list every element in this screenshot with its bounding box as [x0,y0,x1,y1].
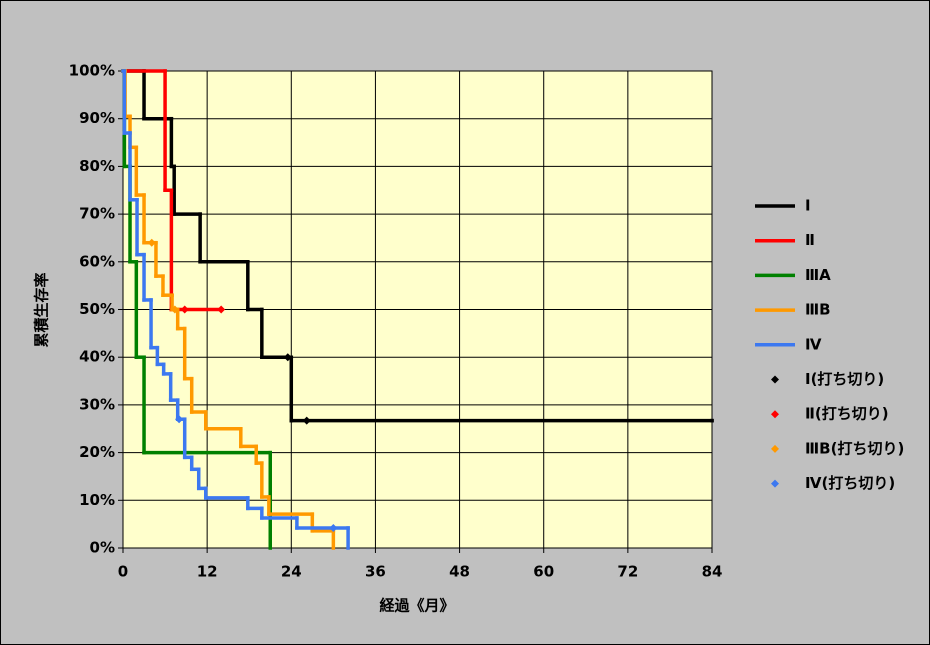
censor-marker [329,523,338,532]
plot-border [122,70,713,549]
x-tick-label: 24 [281,563,302,581]
y-tick-label: 30% [79,395,115,413]
x-axis-label: 経過《月》 [379,597,454,615]
y-axis-label: 累積生存率 [33,272,51,347]
y-tick-label: 90% [79,109,115,127]
legend-label: Ⅰ [805,197,811,215]
legend-label: Ⅱ [805,231,815,249]
x-tick-label: 84 [702,563,723,581]
legend-label: Ⅰ(打ち切り) [805,370,884,388]
censor-marker [147,238,156,247]
y-tick-label: 70% [79,205,115,223]
legend-marker [771,410,779,419]
y-tick-label: 20% [79,443,115,461]
y-tick-label: 80% [79,157,115,175]
censor-marker [180,305,189,314]
y-tick-label: 10% [79,491,115,509]
y-tick-label: 40% [79,348,115,366]
legend-label: Ⅳ(打ち切り) [805,474,895,492]
legend-label: ⅢA [805,266,831,284]
censor-marker [217,305,226,314]
legend-label: ⅢB(打ち切り) [805,439,904,457]
x-tick-label: 12 [197,563,218,581]
legend-marker [771,375,779,384]
y-tick-label: 100% [69,62,115,80]
y-tick-label: 60% [79,252,115,270]
legend-label: ⅢB [805,301,831,319]
y-tick-label: 50% [79,300,115,318]
censor-marker [283,353,292,362]
x-tick-label: 48 [449,563,470,581]
legend-marker [771,444,779,453]
legend-label: Ⅳ [805,335,822,353]
x-tick-label: 36 [365,563,386,581]
censor-marker [175,415,184,424]
x-tick-label: 72 [617,563,638,581]
censor-marker [302,416,311,425]
legend-label: Ⅱ(打ち切り) [805,405,889,423]
x-tick-label: 0 [118,563,128,581]
censor-marker [170,305,179,314]
y-tick-label: 0% [90,539,115,557]
x-tick-label: 60 [533,563,554,581]
legend-marker [771,479,779,488]
